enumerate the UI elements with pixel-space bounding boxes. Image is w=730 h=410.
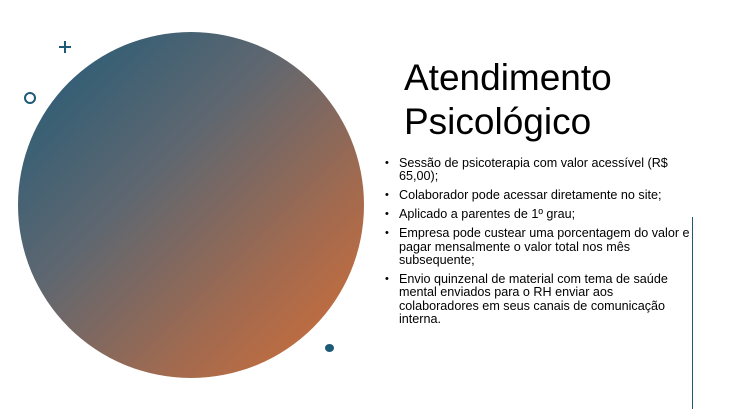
bullet-text: Empresa pode custear uma porcentagem do …: [399, 226, 690, 267]
ring-decoration-icon: [24, 92, 36, 104]
plus-decoration-icon: [58, 40, 72, 54]
bullet-dot-icon: •: [385, 272, 389, 285]
dot-decoration-icon: [325, 344, 334, 352]
slide-title-line-1: Atendimento: [404, 57, 612, 98]
gradient-circle-graphic: [18, 32, 364, 378]
bullet-dot-icon: •: [385, 189, 389, 202]
bullet-list: • Sessão de psicoterapia com valor acess…: [384, 156, 694, 332]
bullet-dot-icon: •: [385, 157, 389, 169]
bullet-text: Sessão de psicoterapia com valor acessív…: [399, 156, 668, 184]
bullet-item: • Aplicado a parentes de 1º grau;: [384, 208, 694, 221]
slide-title-line-2: Psicológico: [404, 101, 592, 142]
bullet-dot-icon: •: [385, 227, 389, 240]
slide-title: Atendimento Psicológico: [404, 56, 704, 144]
bullet-item: • Envio quinzenal de material com tema d…: [384, 271, 694, 327]
accent-divider-line: [692, 217, 693, 409]
bullet-text: Aplicado a parentes de 1º grau;: [399, 207, 576, 222]
bullet-text: Colaborador pode acessar diretamente no …: [399, 188, 662, 203]
bullet-item: • Empresa pode custear uma porcentagem d…: [384, 226, 694, 267]
bullet-item: • Sessão de psicoterapia com valor acess…: [384, 156, 694, 184]
bullet-dot-icon: •: [385, 208, 389, 221]
bullet-text: Envio quinzenal de material com tema de …: [399, 271, 668, 327]
bullet-item: • Colaborador pode acessar diretamente n…: [384, 189, 694, 202]
